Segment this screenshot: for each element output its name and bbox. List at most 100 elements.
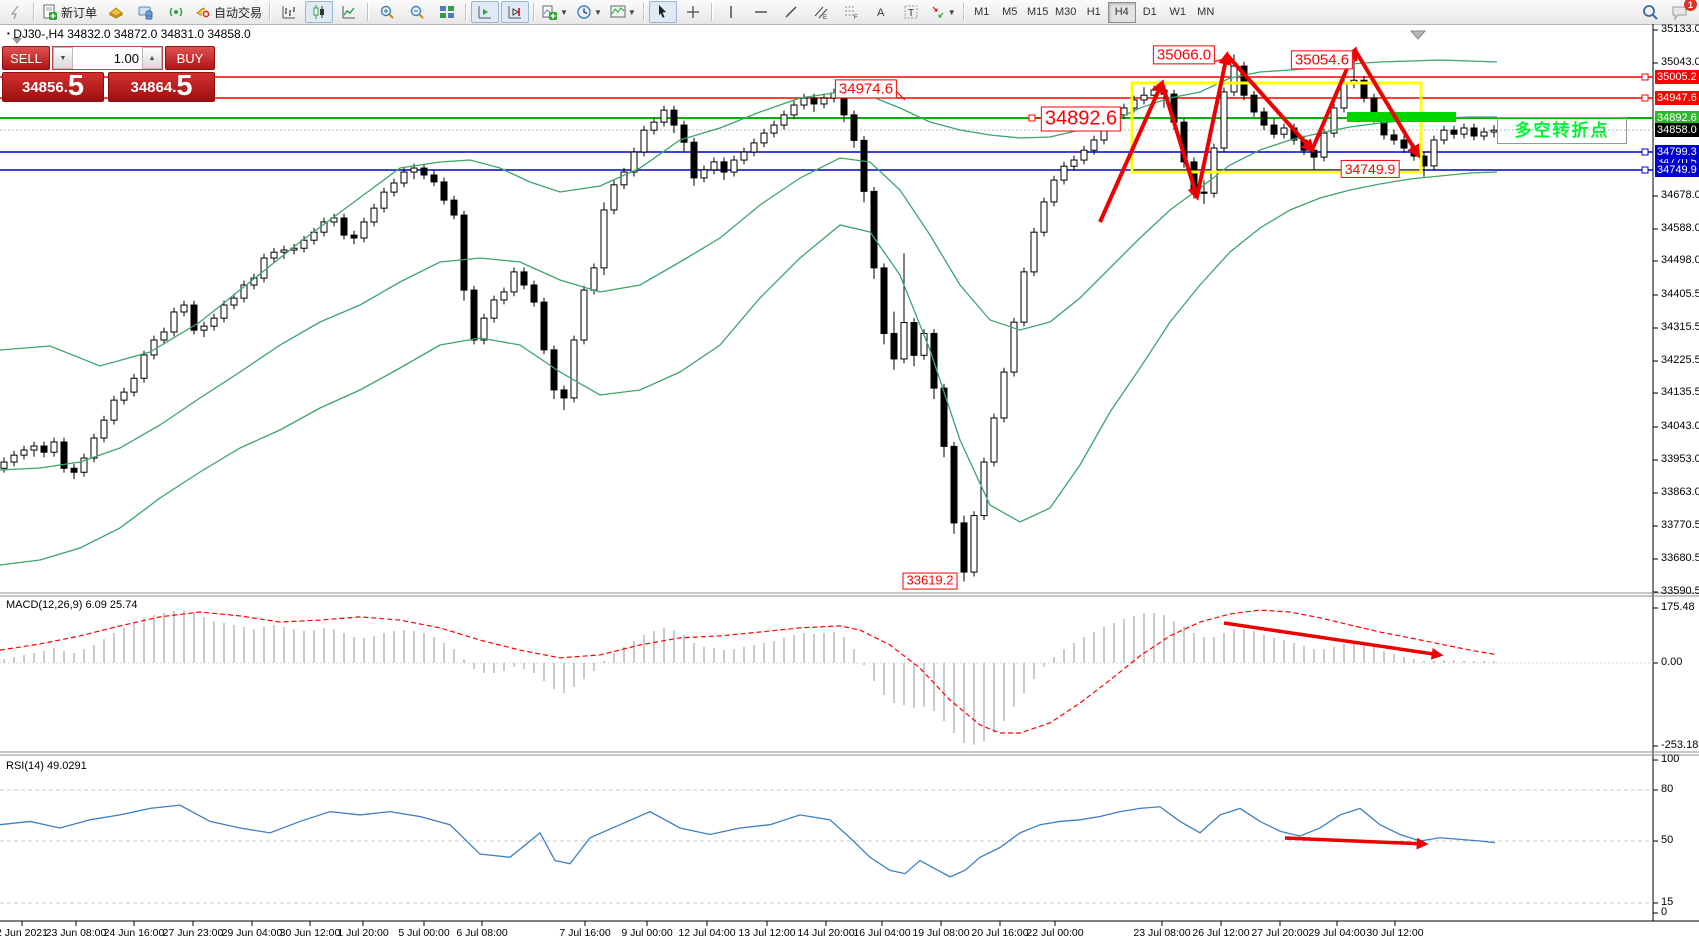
timeframe-m15-button[interactable]: M15	[1027, 6, 1049, 18]
search-icon[interactable]	[1636, 1, 1664, 23]
line-chart-button[interactable]	[335, 1, 363, 23]
time-axis-label[interactable]: 30 Jun 12:00	[279, 927, 341, 939]
buy-price[interactable]: 34864. 5	[108, 71, 215, 102]
time-axis-label[interactable]: 12 Jul 04:00	[678, 927, 736, 939]
toolbar-separator	[710, 3, 713, 21]
volume-up-button[interactable]: ▲	[142, 47, 162, 69]
text-label-button[interactable]: T	[897, 1, 925, 23]
templates-button[interactable]: ▼	[607, 1, 639, 23]
sell-price[interactable]: 34856. 5	[2, 71, 105, 102]
time-axis-label[interactable]: 9 Jul 00:00	[621, 927, 673, 939]
toolbar-separator	[367, 3, 370, 21]
time-axis-label[interactable]: 2 Jun 2021	[0, 927, 48, 939]
price-callout-34749.9[interactable]: 34749.9	[1340, 159, 1400, 179]
tile-windows-button[interactable]	[433, 1, 461, 23]
channel-button[interactable]: E	[807, 1, 835, 23]
time-axis-label[interactable]: 27 Jun 23:00	[162, 927, 224, 939]
new-order-button[interactable]: 新订单	[39, 1, 100, 23]
price-callout-33619.2[interactable]: 33619.2	[902, 572, 958, 590]
time-axis-label[interactable]: 16 Jul 04:00	[853, 927, 911, 939]
cursor-button[interactable]	[648, 1, 677, 23]
periods-button[interactable]: ▼	[573, 1, 605, 23]
zoom-out-button[interactable]	[403, 1, 431, 23]
navigator-button[interactable]	[132, 1, 160, 23]
time-axis-label[interactable]: 6 Jul 08:00	[456, 927, 508, 939]
time-axis-label[interactable]: 29 Jun 04:00	[221, 927, 283, 939]
time-axis-label[interactable]: 22 Jul 00:00	[1026, 927, 1084, 939]
time-axis-label[interactable]: 13 Jul 12:00	[738, 927, 796, 939]
chart-shift-marker-icon[interactable]	[1409, 30, 1427, 40]
oct-collapse-icon[interactable]	[12, 38, 22, 44]
fibonacci-button[interactable]: F	[837, 1, 865, 23]
timeframe-m1-button[interactable]: M1	[974, 6, 990, 18]
timeframe-h1-button[interactable]: H1	[1086, 6, 1101, 18]
time-axis-label[interactable]: 19 Jul 08:00	[912, 927, 970, 939]
price-scale-tick: 33953.0	[1661, 453, 1699, 465]
green-level-bar[interactable]	[1347, 112, 1456, 122]
horizontal-level-lines[interactable]	[0, 73, 1653, 174]
time-axis-label[interactable]: 5 Jul 00:00	[398, 927, 450, 939]
price-callout-35054.6[interactable]: 35054.6	[1290, 50, 1354, 70]
price-callout-35066.0[interactable]: 35066.0	[1152, 45, 1216, 65]
dropdown-arrow-icon[interactable]: ▼	[947, 7, 956, 17]
time-axis-label[interactable]: 20 Jul 16:00	[971, 927, 1029, 939]
rsi-line	[0, 804, 1496, 878]
timeframe-h4-button[interactable]: H4	[1107, 1, 1136, 23]
time-axis-label[interactable]: 23 Jul 08:00	[1133, 927, 1191, 939]
timeframe-m5-button[interactable]: M5	[1002, 6, 1018, 18]
macd-trend-arrow[interactable]	[1223, 621, 1444, 660]
price-callout-34974.6[interactable]: 34974.6	[834, 79, 898, 99]
dropdown-arrow-icon[interactable]: ▼	[627, 7, 636, 17]
turning-point-note[interactable]: 多空转折点	[1497, 117, 1627, 144]
rsi-scale-tick: 80	[1661, 783, 1674, 795]
timeframe-d1-button[interactable]: D1	[1142, 6, 1157, 18]
yellow-range-rectangle[interactable]	[1130, 81, 1423, 174]
rsi-trend-arrow[interactable]	[1284, 836, 1429, 850]
time-axis-label[interactable]: 7 Jul 16:00	[559, 927, 611, 939]
horizontal-line-button[interactable]	[747, 1, 775, 23]
time-axis-label[interactable]: 24 Jun 16:00	[103, 927, 165, 939]
dropdown-arrow-icon[interactable]: ▼	[593, 7, 602, 17]
buy-button[interactable]: BUY	[165, 46, 215, 70]
time-axis-label[interactable]: 26 Jul 12:00	[1192, 927, 1250, 939]
time-axis-label[interactable]: 30 Jul 12:00	[1366, 927, 1424, 939]
svg-text:E: E	[823, 15, 827, 20]
time-axis-label[interactable]: 14 Jul 20:00	[797, 927, 855, 939]
zoom-in-button[interactable]	[373, 1, 401, 23]
price-scale-tick: 33770.5	[1661, 519, 1699, 531]
sell-button[interactable]: SELL	[2, 46, 50, 70]
trendline-button[interactable]	[777, 1, 805, 23]
candle-chart-button[interactable]	[305, 1, 334, 23]
price-tag-34749.9: 34749.9	[1655, 163, 1699, 177]
toolbar-separator	[33, 3, 35, 21]
volume-input[interactable]	[73, 47, 142, 69]
crosshair-button[interactable]	[679, 1, 707, 23]
text-button[interactable]: A	[867, 1, 895, 23]
volume-down-button[interactable]: ▼	[53, 47, 73, 69]
notifications-icon[interactable]: 1	[1666, 0, 1697, 23]
price-callout-34892.6[interactable]: 34892.6	[1040, 106, 1122, 132]
dropdown-arrow-icon[interactable]: ▼	[560, 7, 568, 17]
chart-shift-button[interactable]	[501, 1, 530, 23]
time-axis-label[interactable]: 23 Jun 08:00	[45, 927, 107, 939]
macd-signal-line	[0, 609, 1498, 734]
signal-button[interactable]	[162, 1, 190, 23]
time-axis-label[interactable]: 27 Jul 20:00	[1251, 927, 1309, 939]
toolbar-separator	[642, 3, 645, 21]
indicators-button[interactable]: ▼	[539, 1, 571, 23]
timeframe-w1-button[interactable]: W1	[1169, 6, 1186, 18]
time-axis-label[interactable]: 29 Jul 04:00	[1308, 927, 1366, 939]
timeframe-m30-button[interactable]: M30	[1055, 6, 1077, 18]
auto-trading-button[interactable]: 自动交易	[192, 1, 265, 23]
clipped-tool-icon[interactable]	[1, 1, 29, 23]
auto-scroll-button[interactable]	[471, 1, 500, 23]
time-axis-label[interactable]: 1 Jul 20:00	[337, 927, 389, 939]
market-watch-button[interactable]	[102, 1, 130, 23]
zigzag-trend-arrows[interactable]	[1098, 46, 1421, 223]
arrows-button[interactable]: ▼	[927, 1, 959, 23]
vertical-line-button[interactable]	[717, 1, 745, 23]
rsi-scale-tick: 100	[1661, 753, 1680, 765]
timeframe-mn-button[interactable]: MN	[1197, 6, 1215, 18]
bar-chart-button[interactable]	[275, 1, 303, 23]
